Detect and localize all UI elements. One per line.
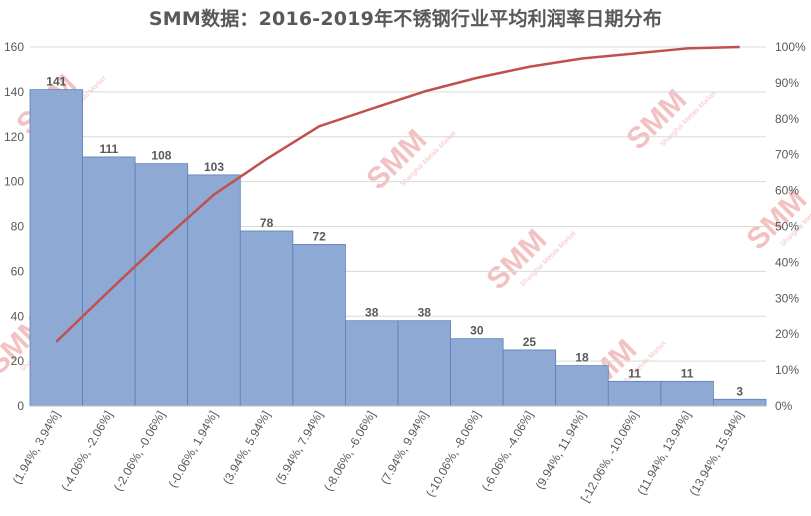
bar-value-label: 30 <box>470 324 484 338</box>
bar <box>82 156 136 407</box>
y-tick-label: 40 <box>11 309 25 323</box>
bar <box>450 338 504 407</box>
x-tick-label: (-10.06%, -8.06%] <box>423 409 483 500</box>
y2-tick-label: 100% <box>775 40 806 54</box>
y-axis-left: 0 20 40 60 80 100 120 140 160 <box>4 40 24 413</box>
bar-value-label: 78 <box>260 216 274 230</box>
bar <box>502 349 557 407</box>
x-tick-label: (-0.06%, 1.94%] <box>165 409 220 491</box>
bar <box>29 89 83 407</box>
data-labels: 141 111 108 103 78 72 38 38 30 25 18 11 11 3 <box>46 75 743 399</box>
x-tick-label: (3.94%, 5.94%] <box>220 409 273 487</box>
chart-title: SMM数据：2016-2019年不锈钢行业平均利润率日期分布 <box>148 8 663 30</box>
y2-tick-label: 90% <box>775 76 799 90</box>
y2-tick-label: 30% <box>775 291 799 305</box>
y2-tick-label: 80% <box>775 112 799 126</box>
y2-tick-label: 60% <box>775 184 799 198</box>
bar <box>607 380 662 407</box>
y2-tick-label: 20% <box>775 327 799 341</box>
y-tick-label: 100 <box>4 175 24 189</box>
y-tick-label: 160 <box>4 40 24 54</box>
x-tick-label: (1.94%, 3.94%] <box>10 409 63 487</box>
y-tick-label: 120 <box>4 130 24 144</box>
y2-tick-label: 40% <box>775 255 799 269</box>
y-tick-label: 60 <box>11 264 25 278</box>
cumulative-percent-line <box>55 45 740 343</box>
y-tick-label: 80 <box>11 220 25 234</box>
bar <box>397 320 451 407</box>
y2-tick-label: 70% <box>775 148 799 162</box>
y2-tick-label: 0% <box>775 399 793 413</box>
bar <box>555 365 609 407</box>
bar-value-label: 11 <box>681 366 694 380</box>
bars <box>29 89 767 407</box>
x-tick-label: (11.94%, 13.94%] <box>634 409 693 498</box>
x-tick-label: [-12.06%, -10.06%] <box>578 409 641 505</box>
x-tick-label: (7.94%, 9.94%] <box>378 409 431 487</box>
bar-value-label: 111 <box>100 142 119 156</box>
bar <box>134 163 189 407</box>
x-tick-label: (-8.06%, -6.06%] <box>321 409 378 494</box>
bar-value-label: 3 <box>736 384 743 398</box>
x-tick-label: (13.94%, 15.94%] <box>686 409 746 499</box>
y-tick-label: 140 <box>4 85 24 99</box>
y-tick-label: 0 <box>17 399 24 413</box>
bar-value-label: 25 <box>523 335 537 349</box>
y2-tick-label: 50% <box>775 220 799 234</box>
bar <box>239 230 294 407</box>
x-tick-label: (9.94%, 11.94%] <box>533 409 589 492</box>
bar <box>292 244 346 407</box>
x-tick-label: (-2.06%, -0.06%] <box>111 409 168 494</box>
x-tick-label: (-4.06%, -2.06%] <box>58 409 115 494</box>
bar-value-label: 103 <box>204 160 224 174</box>
bar-value-label: 38 <box>418 306 432 320</box>
y-tick-label: 20 <box>11 354 25 368</box>
bar-value-label: 72 <box>312 229 326 243</box>
bar <box>713 398 767 407</box>
cumulative-line <box>55 45 740 343</box>
bar-value-label: 18 <box>575 351 589 365</box>
bar <box>345 320 399 407</box>
x-tick-label: (5.94%, 7.94%] <box>273 409 326 487</box>
y2-tick-label: 10% <box>775 363 799 377</box>
bar <box>660 380 714 407</box>
bar-value-label: 108 <box>151 149 171 163</box>
bar-value-label: 11 <box>628 366 641 380</box>
x-axis: (1.94%, 3.94%](-4.06%, -2.06%](-2.06%, -… <box>10 405 766 505</box>
bar-value-label: 141 <box>46 75 66 89</box>
bar <box>187 174 241 407</box>
y-axis-right: 0% 10% 20% 30% 40% 50% 60% 70% 80% 90% 100% <box>775 40 806 413</box>
x-tick-label: (-6.06%, -4.06%] <box>479 409 536 494</box>
bar-value-label: 38 <box>365 306 379 320</box>
